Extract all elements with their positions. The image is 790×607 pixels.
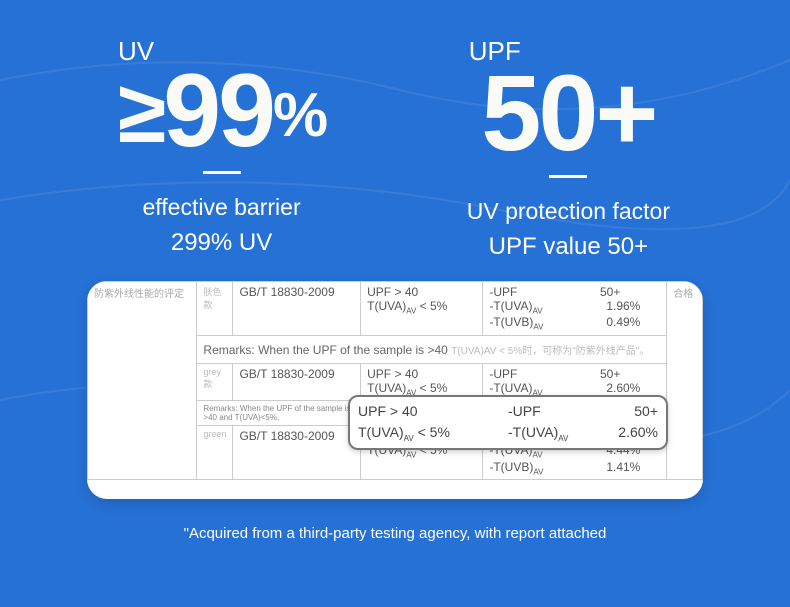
color-cell: grey款 (197, 363, 233, 400)
upf-desc2: UPF value 50+ (467, 233, 670, 261)
upf-value: 50+ (467, 59, 670, 167)
criteria-cell: UPF > 40 T(UVA)AV < 5% (361, 282, 483, 336)
table-row: 防紫外线性能的评定 肤色款 GB/T 18830-2009 UPF > 40 T… (88, 282, 703, 336)
footnote: "Acquired from a third-party testing age… (0, 525, 790, 542)
standard-cell: GB/T 18830-2009 (233, 282, 361, 336)
divider (549, 175, 587, 178)
upf-desc1: UV protection factor (467, 198, 670, 225)
results-cell: -UPF50+ -T(UVA)AV1.96% -T(UVB)AV0.49% (483, 282, 667, 336)
uv-desc1: effective barrier (118, 194, 325, 221)
upf-stat: UPF 50+ UV protection factor UPF value 5… (467, 36, 670, 261)
uv-stat: UV ≥99% effective barrier 299% UV (118, 36, 325, 261)
row-header: 防紫外线性能的评定 (88, 282, 197, 480)
highlight-callout: UPF > 40 -UPF50+ T(UVA)AV < 5% -T(UVA)AV… (348, 395, 668, 450)
standard-cell: GB/T 18830-2009 (233, 363, 361, 400)
divider (203, 171, 241, 174)
pass-cell: 合格 (667, 282, 703, 480)
test-report-table: 防紫外线性能的评定 肤色款 GB/T 18830-2009 UPF > 40 T… (87, 281, 703, 499)
uv-desc2: 299% UV (118, 229, 325, 257)
color-cell: 肤色款 (197, 282, 233, 336)
color-cell: green (197, 426, 233, 480)
stats-row: UV ≥99% effective barrier 299% UV UPF 50… (0, 36, 790, 261)
standard-cell: GB/T 18830-2009 (233, 426, 361, 480)
uv-value: ≥99% (118, 59, 325, 163)
